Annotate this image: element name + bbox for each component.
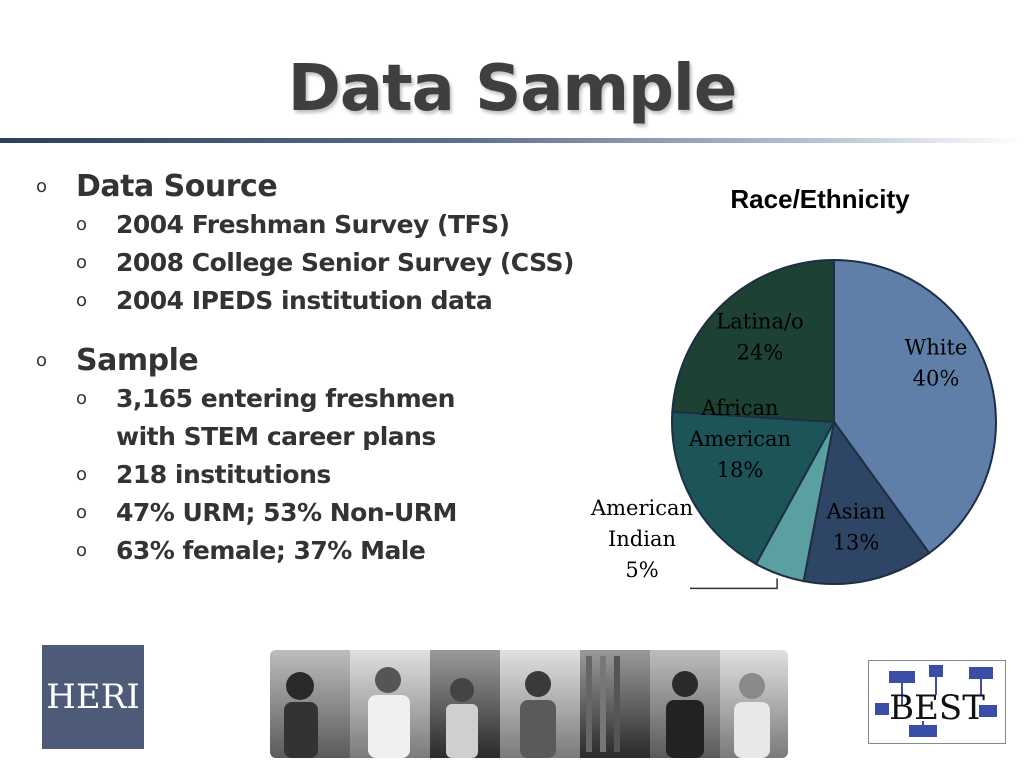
pie-label-asian: Asian 13% (826, 500, 886, 555)
pie-slice-white (833, 258, 997, 555)
circle-bullet-icon: o (76, 502, 87, 523)
list-item: o 218 institutions (76, 456, 636, 494)
best-logo: BEST (868, 660, 1006, 744)
list-item-text: 2004 Freshman Survey (TFS) (116, 210, 510, 239)
chart-title: Race/Ethnicity (730, 184, 910, 214)
pie-labels: White 40% Asian 13% American Indian 5% African A… (590, 310, 968, 590)
best-logo-graphic: BEST (875, 665, 997, 737)
pie-label-african-american: African American 18% (688, 396, 791, 482)
circle-bullet-icon: o (76, 290, 87, 311)
list-item: o 2008 College Senior Survey (CSS) (76, 244, 636, 282)
list-item-text: 3,165 entering freshmen with STEM career… (116, 380, 455, 456)
list-item-text: 2004 IPEDS institution data (116, 286, 493, 315)
photo-collage-image (270, 650, 788, 758)
list-item: o 47% URM; 53% Non-URM (76, 494, 636, 532)
circle-bullet-icon: o (76, 252, 87, 273)
best-logo-text: BEST (889, 688, 985, 728)
circle-bullet-icon: o (76, 388, 87, 409)
slide-title: Data Sample (287, 52, 738, 126)
list-item: o 3,165 entering freshmen with STEM care… (76, 380, 636, 456)
list-item: o 2004 Freshman Survey (TFS) (76, 206, 636, 244)
section-heading-text: Data Source (76, 169, 278, 204)
pie-label-white: White 40% (905, 336, 968, 391)
list-item-text: 218 institutions (116, 460, 331, 489)
list-item-text: 47% URM; 53% Non-URM (116, 498, 457, 527)
bullet-list: o Data Source o 2004 Freshman Survey (TF… (36, 168, 636, 570)
circle-bullet-icon: o (36, 350, 47, 371)
pie-slice-latina-o (671, 258, 835, 424)
circle-bullet-icon: o (36, 176, 47, 197)
section-heading-text: Sample (76, 343, 199, 378)
list-item-line: with STEM career plans (116, 422, 436, 451)
pie-slice-asian (802, 419, 931, 585)
section-heading-data-source: o Data Source (36, 168, 636, 206)
circle-bullet-icon: o (76, 214, 87, 235)
pie-label-latina-o: Latina/o 24% (716, 310, 803, 365)
pie-slices (671, 258, 997, 585)
circle-bullet-icon: o (76, 464, 87, 485)
pie-label-american-indian: American Indian 5% (590, 496, 693, 582)
circle-bullet-icon: o (76, 540, 87, 561)
student-photo-collage (270, 650, 788, 758)
heri-logo-text: HERI (46, 677, 140, 717)
heri-logo: HERI (42, 645, 144, 749)
section-heading-sample: o Sample (36, 342, 636, 380)
list-item: o 63% female; 37% Male (76, 532, 636, 570)
pie-leader-line (690, 578, 778, 590)
list-item-line: 3,165 entering freshmen (116, 384, 455, 413)
title-divider (0, 138, 1024, 143)
list-item-text: 2008 College Senior Survey (CSS) (116, 248, 574, 277)
race-ethnicity-pie-chart: Race/Ethnicity White 40% Asian 13% American I… (590, 184, 997, 590)
pie-slice-african-american (671, 410, 836, 566)
list-item-text: 63% female; 37% Male (116, 536, 426, 565)
list-item: o 2004 IPEDS institution data (76, 282, 636, 320)
